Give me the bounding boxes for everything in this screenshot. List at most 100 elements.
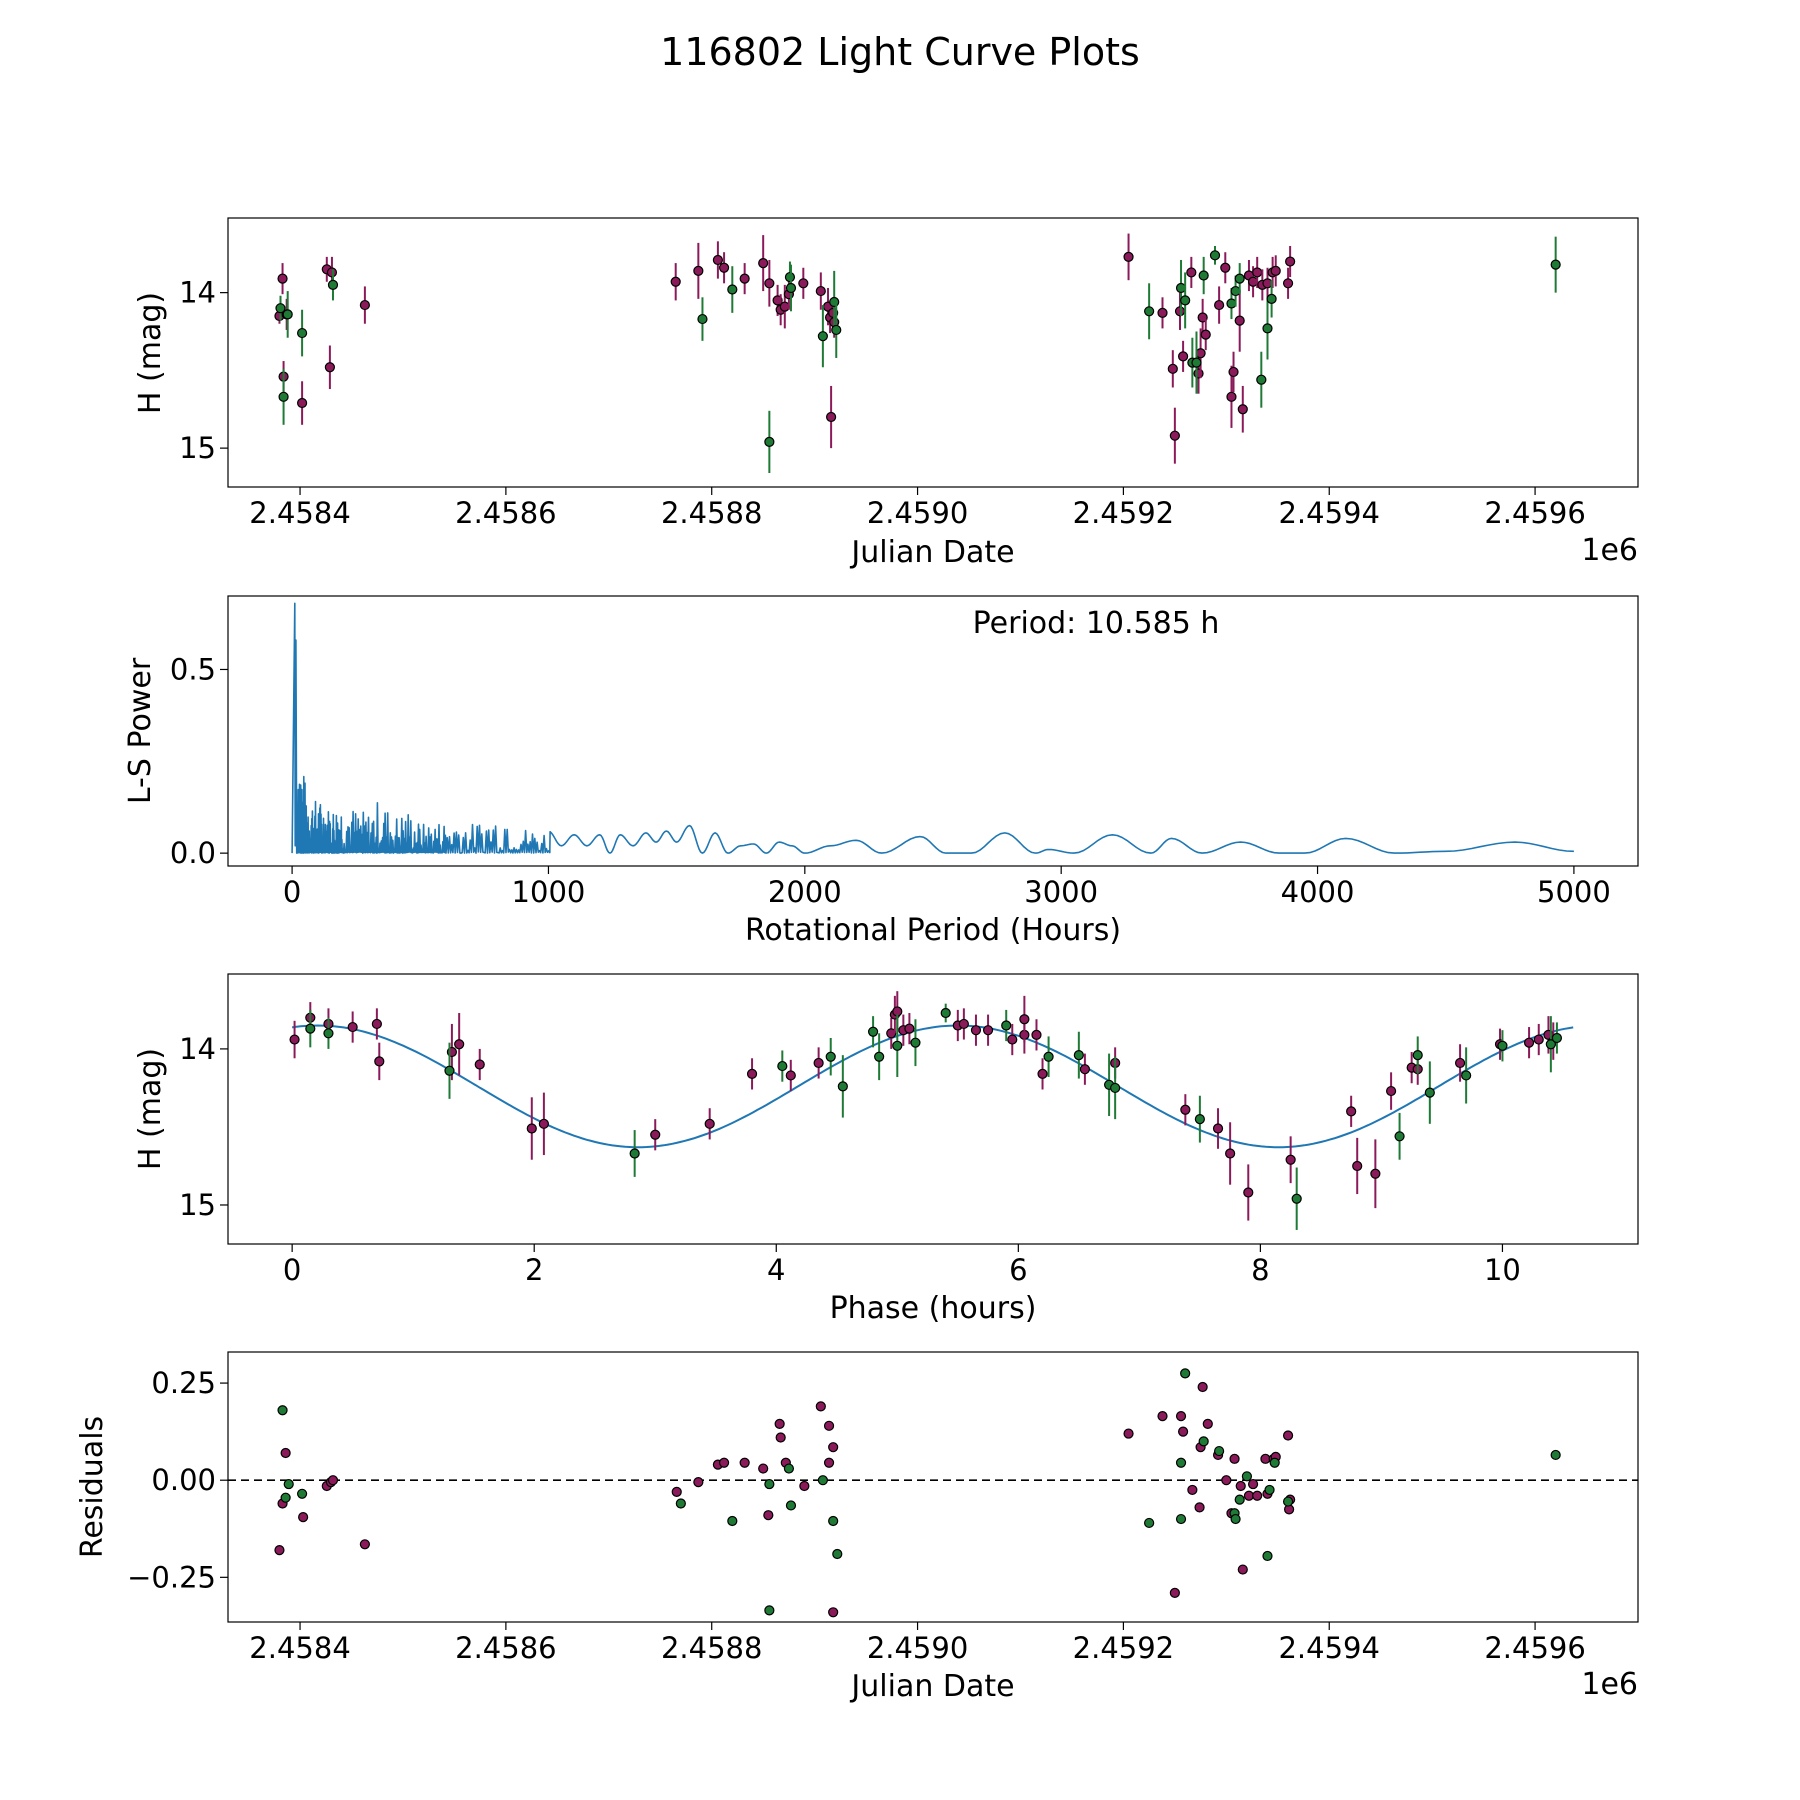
phase-point-purple (1180, 1104, 1191, 1115)
lightcurve-point-purple (758, 257, 769, 269)
residuals-point-green (1175, 1457, 1187, 1468)
phase-point-green (1073, 1050, 1084, 1061)
phase-point-purple (982, 1025, 994, 1036)
residuals-point-green (283, 1478, 294, 1490)
residuals-point-green (280, 1492, 291, 1503)
phase-point-green (1001, 1020, 1012, 1031)
phase-point-purple (813, 1057, 824, 1069)
residuals-point-purple (1235, 1480, 1246, 1492)
phase-point-purple (1079, 1064, 1090, 1075)
lightcurve-point-green (278, 391, 289, 402)
residuals-point-purple (758, 1463, 769, 1474)
phase-xtick-label: 4 (767, 1253, 785, 1287)
residuals-point-green (1550, 1449, 1561, 1461)
phase-point-green (940, 1007, 951, 1019)
residuals-point-green (832, 1548, 843, 1560)
periodogram-ytick-label: 0.0 (170, 836, 216, 870)
residuals-point-purple (1252, 1490, 1263, 1501)
residuals-xtick-label: 2.4594 (1278, 1631, 1379, 1665)
lightcurve-point-green (727, 284, 738, 295)
residuals-point-purple (1194, 1502, 1205, 1513)
phase-point-purple (785, 1070, 796, 1081)
periodogram-panel: 0 1000 2000 3000 4000 5000 0.0 0.5 Period: 10.… (123, 595, 1639, 948)
phase-point-purple (1225, 1148, 1236, 1159)
lightcurve-point-purple (1193, 368, 1204, 379)
residuals-point-purple (1202, 1418, 1213, 1429)
phase-point-green (874, 1051, 885, 1062)
lightcurve-ylabel: H (mag) (133, 292, 168, 414)
periodogram-ylabel: L-S Power (123, 657, 158, 804)
figure-title: 116802 Light Curve Plots (660, 30, 1140, 74)
phase-point-green (1545, 1039, 1556, 1050)
residuals-point-purple (359, 1539, 370, 1550)
residuals-xtick-label: 2.4596 (1484, 1631, 1585, 1665)
residuals-xtick-label: 2.4590 (867, 1631, 968, 1665)
phase-point-green (1043, 1051, 1054, 1062)
lightcurve-point-green (697, 313, 708, 325)
residuals-point-green (1198, 1436, 1209, 1447)
residuals-point-purple (775, 1432, 786, 1443)
phase-point-purple (1007, 1034, 1018, 1045)
residuals-point-purple (739, 1457, 750, 1468)
lightcurve-point-purple (1169, 430, 1180, 441)
phase-xticks: 0 2 4 6 8 10 (283, 1244, 1521, 1287)
residuals-point-purple (1237, 1564, 1248, 1575)
residuals-ytick-label: 0.00 (151, 1463, 216, 1497)
lightcurve-point-purple (1228, 366, 1239, 378)
lightcurve-point-green (817, 331, 828, 342)
phase-point-purple (1533, 1034, 1544, 1045)
residuals-point-green (1241, 1471, 1253, 1482)
residuals-point-green (785, 1500, 797, 1511)
lightcurve-xtick-label: 2.4588 (661, 496, 762, 530)
lightcurve-point-purple (324, 362, 335, 373)
phase-point-purple (650, 1129, 661, 1140)
residuals-ytick-label: −0.25 (127, 1560, 216, 1594)
lightcurve-point-green (1266, 293, 1277, 304)
phase-point-green (1424, 1087, 1435, 1098)
residuals-marks (228, 1368, 1638, 1618)
lightcurve-xtick-label: 2.4590 (867, 496, 968, 530)
phase-point-green (825, 1051, 836, 1062)
lightcurve-point-purple (1270, 265, 1281, 276)
residuals-point-purple (1177, 1426, 1189, 1437)
phase-xlabel: Phase (hours) (830, 1291, 1037, 1326)
lightcurve-point-green (764, 436, 775, 448)
phase-point-purple (1031, 1029, 1042, 1040)
phase-point-purple (474, 1059, 485, 1070)
lightcurve-point-purple (739, 273, 750, 284)
periodogram-marks (291, 602, 1574, 854)
residuals-point-purple (693, 1477, 704, 1488)
lightcurve-point-purple (826, 411, 837, 423)
phase-point-purple (1346, 1106, 1357, 1117)
lightcurve-point-green (327, 279, 339, 290)
lightcurve-point-green (1191, 357, 1202, 368)
lightcurve-point-green (831, 324, 842, 336)
residuals-point-green (764, 1605, 775, 1616)
periodogram-xtick-label: 5000 (1537, 875, 1611, 909)
periodogram-frame (227, 595, 1639, 867)
periodogram-line (291, 602, 1574, 854)
phase-point-green (1412, 1050, 1423, 1061)
residuals-point-purple (671, 1486, 682, 1497)
residuals-yticks: 0.25 0.00 −0.25 (127, 1366, 228, 1594)
phase-point-green (1110, 1082, 1121, 1094)
periodogram-xtick-label: 1000 (512, 875, 586, 909)
phase-point-purple (746, 1068, 758, 1079)
lightcurve-xtick-label: 2.4586 (455, 496, 556, 530)
phase-xtick-label: 0 (283, 1253, 301, 1287)
residuals-point-purple (1157, 1411, 1168, 1422)
phase-point-purple (1523, 1037, 1535, 1048)
lightcurve-xtick-label: 2.4592 (1073, 496, 1174, 530)
periodogram-xlabel: Rotational Period (Hours) (745, 913, 1121, 948)
lightcurve-point-green (829, 296, 840, 308)
residuals-point-purple (815, 1401, 826, 1412)
residuals-point-purple (763, 1510, 774, 1521)
lightcurve-point-purple (1214, 299, 1225, 311)
phase-point-green (305, 1023, 316, 1034)
periodogram-xtick-label: 0 (283, 875, 301, 909)
residuals-ylabel: Residuals (75, 1416, 110, 1558)
periodogram-xtick-label: 2000 (768, 875, 842, 909)
phase-point-purple (454, 1039, 465, 1050)
